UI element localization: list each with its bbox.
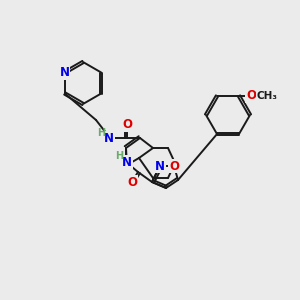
Text: O: O — [246, 89, 256, 102]
Text: N: N — [60, 66, 70, 79]
Text: S: S — [123, 158, 131, 172]
Text: O: O — [169, 160, 179, 172]
Text: O: O — [122, 118, 132, 131]
Text: N: N — [155, 160, 165, 172]
Text: N: N — [104, 131, 114, 145]
Text: H: H — [97, 128, 105, 138]
Text: O: O — [127, 176, 137, 188]
Text: H: H — [115, 151, 123, 161]
Text: N: N — [122, 155, 132, 169]
Text: CH₃: CH₃ — [256, 91, 278, 101]
